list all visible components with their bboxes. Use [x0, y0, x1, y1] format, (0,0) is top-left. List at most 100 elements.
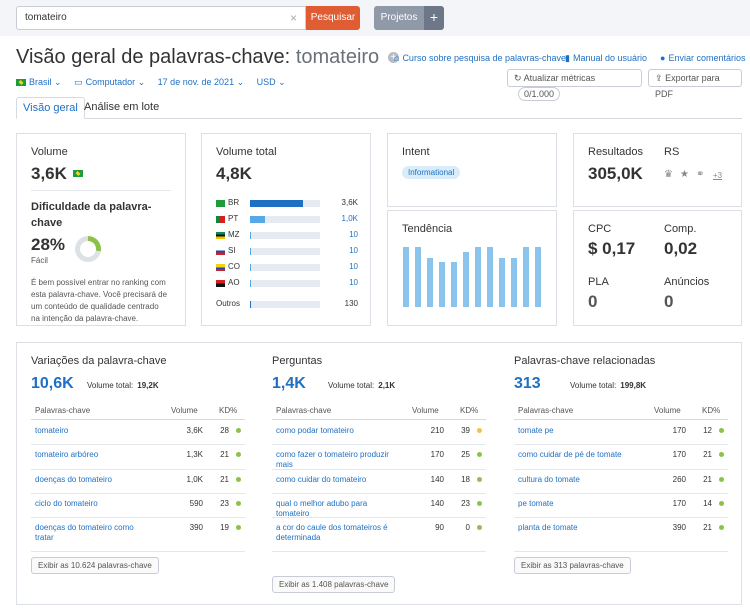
keyword-link[interactable]: como podar tomateiro	[276, 426, 406, 436]
country-value[interactable]: 10	[349, 262, 358, 271]
table-row: tomate pe 170 12	[518, 426, 728, 446]
column-header-volume: Volume	[654, 406, 681, 415]
others-value: 130	[344, 299, 358, 308]
country-code: CO	[228, 262, 240, 271]
keyword-link[interactable]: doenças do tomateiro	[35, 475, 165, 485]
keyword-link[interactable]: cultura do tomate	[518, 475, 648, 485]
table-row: doenças do tomateiro como tratar 390 19	[35, 523, 245, 543]
keyword-link[interactable]: como fazer o tomateiro produzir mais	[276, 450, 406, 470]
difficulty-donut	[75, 236, 101, 262]
clear-icon[interactable]: ×	[289, 11, 297, 25]
keyword-link[interactable]: como cuidar do tomateiro	[276, 475, 406, 485]
keyword-line: como cuidar do tomateiro	[276, 475, 367, 484]
kd-indicator-dot	[477, 428, 482, 433]
volume-label: Volume	[31, 146, 68, 158]
country-value[interactable]: 10	[349, 230, 358, 239]
country-value[interactable]: 1,0K	[341, 214, 358, 223]
search-button[interactable]: Pesquisar	[306, 6, 360, 30]
keyword-line: doenças do tomateiro como	[35, 523, 134, 532]
total-volume-value: 2,1K	[378, 381, 396, 390]
questions-view-all-button[interactable]: Exibir as 1.408 palavras-chave	[272, 576, 396, 593]
update-metrics-button[interactable]: ↻ Atualizar métricas 0/1.000	[507, 69, 642, 101]
keyword-link[interactable]: tomateiro	[35, 426, 165, 436]
tab-batch-analysis[interactable]: Análise em lote	[84, 101, 160, 113]
projects-button[interactable]: Projetos	[374, 6, 424, 30]
trend-card: Tendência	[387, 210, 557, 326]
country-row: BR 3,6K	[216, 196, 358, 210]
add-project-button[interactable]: +	[424, 6, 444, 30]
country-value[interactable]: 10	[349, 278, 358, 287]
country-row: SI 10	[216, 244, 358, 258]
course-link[interactable]: ⌂ Curso sobre pesquisa de palavras-chave	[394, 53, 566, 63]
variations-view-all-button[interactable]: Exibir as 10.624 palavras-chave	[31, 557, 159, 574]
trend-bar	[463, 251, 469, 307]
refresh-icon: ↻	[514, 73, 522, 83]
related-total[interactable]: 313	[514, 375, 541, 392]
questions-total[interactable]: 1,4K	[272, 375, 306, 392]
keyword-link[interactable]: planta de tomate	[518, 523, 648, 533]
keyword-link[interactable]: como cuidar de pé de tomate	[518, 450, 648, 460]
keyword-link[interactable]: pe tomate	[518, 499, 648, 509]
column-header-kd: KD%	[702, 406, 721, 415]
variations-total-volume: Volume total: 19,2K	[87, 381, 159, 390]
kd-indicator-dot	[719, 452, 724, 457]
kd-value: 21	[220, 475, 229, 484]
device-filter[interactable]: ▭ Computador ⌄	[74, 77, 145, 87]
difficulty-desc-line: esta palavra-chave. Você precisará de	[31, 290, 168, 299]
course-link-label: Curso sobre pesquisa de palavras-chave	[402, 53, 567, 63]
kd-indicator-dot	[477, 525, 482, 530]
table-bottom-divider	[31, 551, 245, 552]
related-view-all-button[interactable]: Exibir as 313 palavras-chave	[514, 557, 631, 574]
kd-value: 18	[461, 475, 470, 484]
country-row: PT 1,0K	[216, 212, 358, 226]
date-filter[interactable]: 17 de nov. de 2021 ⌄	[157, 77, 245, 87]
table-row: cultura do tomate 260 21	[518, 475, 728, 495]
search-input[interactable]: tomateiro ×	[16, 6, 306, 30]
trend-bar	[475, 247, 481, 307]
country-filter[interactable]: Brasil ⌄	[16, 77, 62, 87]
keyword-link[interactable]: doenças do tomateiro como tratar	[35, 523, 165, 543]
cpc-value: $ 0,17	[588, 239, 636, 258]
table-header-divider	[514, 419, 728, 420]
add-keyword-icon[interactable]: +	[387, 52, 399, 64]
keyword-link[interactable]: ciclo do tomateiro	[35, 499, 165, 509]
keyword-link[interactable]: qual o melhor adubo para tomateiro	[276, 499, 406, 519]
country-bar	[250, 216, 320, 223]
feedback-link[interactable]: ● Enviar comentários	[660, 53, 745, 63]
kd-value: 21	[220, 450, 229, 459]
currency-filter[interactable]: USD ⌄	[256, 77, 286, 87]
trend-bar	[403, 247, 409, 307]
keyword-line: mais	[276, 460, 293, 469]
total-volume-label: Volume total:	[328, 381, 375, 390]
results-label: Resultados	[588, 146, 644, 158]
trend-bar	[439, 262, 445, 307]
tab-overview[interactable]: Visão geral	[16, 97, 85, 119]
keyword-link[interactable]: tomateiro arbóreo	[35, 450, 165, 460]
export-pdf-button[interactable]: ⇪ Exportar para PDF	[648, 69, 742, 99]
volume-value: 140	[430, 475, 444, 484]
kd-value: 21	[703, 450, 712, 459]
ads-value: 0	[664, 292, 674, 311]
star-icon: ★	[680, 169, 689, 180]
keyword-link[interactable]: tomate pe	[518, 426, 648, 436]
country-filter-label: Brasil ⌄	[29, 77, 62, 87]
volume-value: 170	[672, 426, 686, 435]
feedback-link-label: Enviar comentários	[668, 53, 746, 63]
volume-difficulty-card: Volume 3,6K Dificuldade da palavra- chav…	[16, 133, 186, 326]
desktop-icon: ▭	[74, 77, 83, 87]
country-value[interactable]: 10	[349, 246, 358, 255]
volume-value: 3,6K	[31, 164, 67, 183]
column-header-keyword: Palavras-chave	[518, 406, 574, 415]
table-row: tomateiro 3,6K 28	[35, 426, 245, 446]
export-pdf-label: Exportar para PDF	[655, 73, 720, 99]
row-divider	[31, 493, 245, 494]
keyword-link[interactable]: a cor do caule dos tomateiros é determina…	[276, 523, 406, 543]
kd-value: 21	[703, 523, 712, 532]
more-serp-features[interactable]: +3	[713, 171, 723, 180]
country-row-others: Outros 130	[216, 297, 358, 311]
manual-link[interactable]: ▮ Manual do usuário	[565, 53, 647, 64]
table-row: planta de tomate 390 21	[518, 523, 728, 543]
table-header-divider	[272, 419, 486, 420]
total-volume-label: Volume total:	[570, 381, 617, 390]
variations-total[interactable]: 10,6K	[31, 375, 74, 392]
